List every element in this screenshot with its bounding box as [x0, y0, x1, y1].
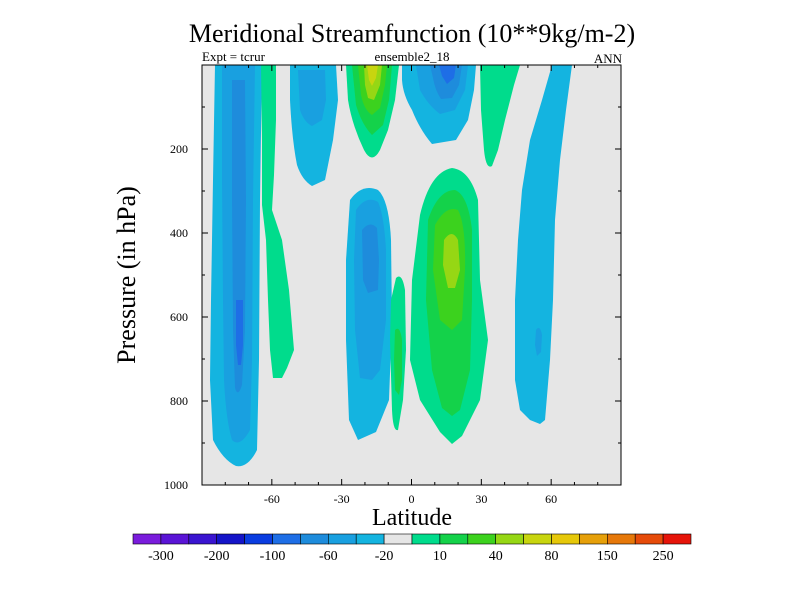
contour-fills — [210, 65, 572, 467]
right-string: ANN — [594, 51, 623, 66]
northern-ferrel-cell-core — [535, 327, 542, 356]
colorbar-swatch — [272, 533, 301, 545]
y-axis-label: Pressure (in hPa) — [112, 186, 141, 364]
x-tick-label: -30 — [334, 492, 350, 506]
colorbar-label: 250 — [653, 549, 674, 564]
northern-hadley-cell-core — [443, 234, 460, 288]
x-tick-label: 60 — [545, 492, 557, 506]
x-tick-label: 30 — [475, 492, 487, 506]
colorbar-swatch — [662, 533, 692, 545]
chart-title: Meridional Streamfunction (10**9kg/m-2) — [189, 19, 635, 48]
colorbar-swatch — [579, 533, 608, 545]
colorbar-swatch — [327, 533, 357, 545]
colorbar-swatch — [188, 533, 218, 545]
equatorial-upper-negative-core — [439, 65, 456, 84]
equatorial-positive-core — [394, 328, 402, 395]
colorbar-swatch — [160, 533, 190, 545]
plot-frame — [201, 64, 622, 486]
colorbar-label: -60 — [319, 549, 338, 564]
southern-ferrel-cell — [261, 65, 294, 378]
colorbar-label: 80 — [545, 549, 559, 564]
y-axis-ticks: 200 400 600 800 1000 — [164, 106, 621, 492]
colorbar-swatch — [132, 533, 162, 545]
colorbar-swatch — [216, 533, 245, 545]
colorbar-swatch — [355, 533, 385, 545]
y-tick-label: 200 — [170, 142, 188, 156]
colorbar-label: -200 — [204, 549, 230, 564]
colorbar-label: 10 — [433, 549, 447, 564]
x-tick-label: -60 — [264, 492, 280, 506]
x-tick-label: 0 — [409, 492, 415, 506]
y-tick-label: 400 — [170, 226, 188, 240]
southern-hadley-cell-core — [362, 224, 379, 293]
colorbar-swatch — [634, 533, 664, 545]
center-string: ensemble2_18 — [374, 49, 449, 64]
colorbar-swatch — [495, 533, 524, 545]
colorbar-label: -100 — [260, 549, 286, 564]
colorbar-swatch — [551, 533, 580, 545]
south-polar-cell-peak — [236, 300, 243, 365]
y-tick-label: 1000 — [164, 478, 188, 492]
colorbar-swatch — [244, 533, 273, 545]
colorbar-label: 150 — [597, 549, 618, 564]
northern-upper-positive — [480, 65, 520, 167]
northern-ferrel-cell-outer — [515, 65, 572, 424]
left-string: Expt = tcrur — [202, 49, 266, 64]
y-tick-label: 800 — [170, 394, 188, 408]
southern-upper-negative-core — [298, 70, 326, 126]
colorbar-label: -20 — [375, 549, 394, 564]
colorbar-swatch — [467, 533, 496, 545]
colorbar-swatch — [300, 533, 329, 545]
x-axis-label: Latitude — [372, 505, 452, 531]
colorbar-swatch — [523, 533, 552, 545]
colorbar-swatch — [606, 533, 636, 545]
colorbar-swatch — [383, 533, 413, 545]
y-tick-label: 600 — [170, 310, 188, 324]
colorbar-swatch — [411, 533, 441, 545]
x-axis-ticks: -60 -30 0 30 60 — [201, 65, 622, 506]
colorbar-swatch — [439, 533, 469, 545]
colorbar-label: 40 — [489, 549, 503, 564]
colorbar-label: -300 — [148, 549, 174, 564]
colorbar: -300 -200 -100 -60 -20 10 40 80 150 250 — [132, 533, 692, 564]
southern-upper-positive-peak — [367, 65, 378, 86]
